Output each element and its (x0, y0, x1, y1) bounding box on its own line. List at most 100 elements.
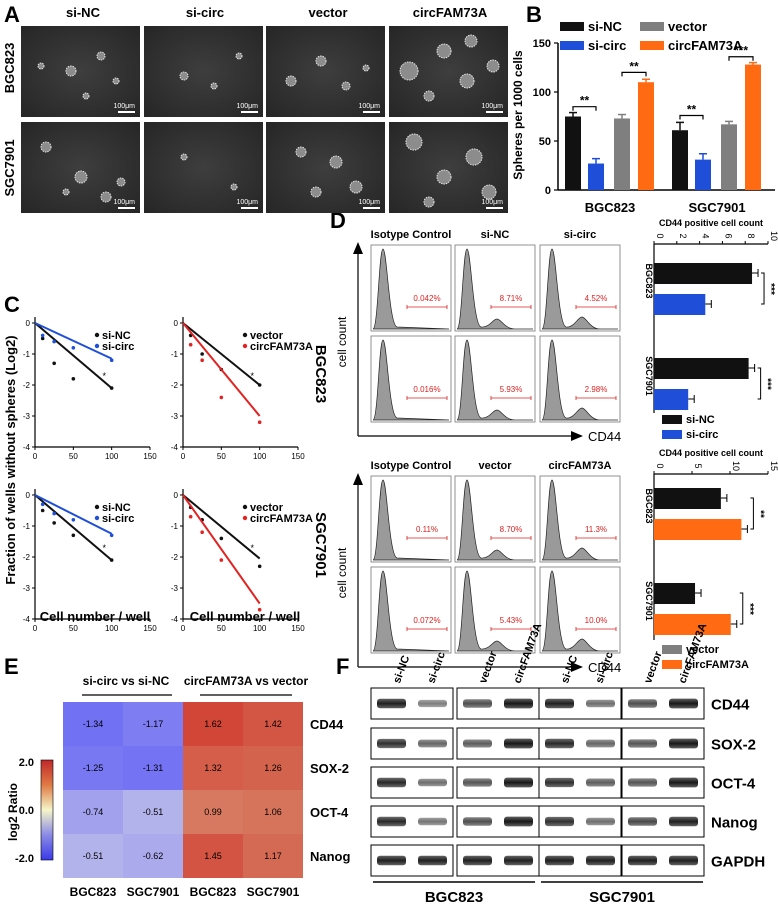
blot-band (586, 817, 615, 826)
b-bar-si-nc-bgc823 (565, 116, 581, 190)
sphere-cluster (230, 183, 238, 191)
blot-band (545, 855, 574, 866)
c-sig-label: * (102, 543, 106, 553)
d-header: circFAM73A (549, 460, 612, 472)
c-legend-label: si-circ (102, 341, 134, 353)
d-bar-tick-label: 2 (678, 233, 688, 238)
sphere-cluster (295, 146, 307, 158)
b-legend-label: vector (668, 19, 707, 34)
c-ytick-label: -3 (171, 412, 179, 421)
c-xtick-label: 150 (143, 624, 157, 633)
c-legend-label: circFAM73A (250, 513, 313, 525)
c-point (219, 558, 224, 562)
c-point (109, 386, 114, 390)
c-ytick-label: -1 (23, 522, 31, 531)
heatmap-value: -0.51 (143, 807, 164, 817)
c-point (200, 358, 204, 363)
d-ylabel: cell count (335, 316, 349, 367)
flow-gate (575, 305, 617, 309)
c-point (71, 377, 76, 381)
heatmap-cell (183, 834, 243, 878)
blot-band (586, 699, 615, 708)
flow-gate-pct: 11.3% (585, 525, 607, 534)
heatmap-col-label: BGC823 (70, 885, 117, 899)
b-bar-vector-sgc7901 (721, 124, 737, 190)
blot-band (377, 816, 406, 827)
d-bar-error (748, 364, 756, 372)
sphere-cluster (65, 65, 77, 77)
c-ytick-label: -1 (171, 522, 179, 531)
heatmap-row-label: CD44 (310, 717, 344, 732)
c-legend-label: si-circ (102, 513, 134, 525)
blot-band (628, 778, 657, 787)
c-point (109, 533, 114, 538)
flow-gate-pct: 5.93% (500, 385, 523, 394)
c-fit-line-circfam73a (182, 494, 261, 605)
heatmap-cell (183, 746, 243, 790)
d-bar-tick-label: 4 (701, 233, 711, 238)
flow-histogram (456, 570, 533, 652)
flow-gate (575, 627, 617, 631)
col-header-vector: vector (308, 5, 347, 20)
panel-label-e: E (4, 654, 19, 679)
c-legend-label: vector (250, 330, 284, 342)
blot-band (418, 855, 447, 866)
d-bar-tick-label: 0 (655, 233, 665, 238)
flow-histogram (456, 339, 533, 421)
c-point (200, 530, 204, 534)
c-ylabel: Fraction of wells without spheres (Log2) (3, 335, 18, 584)
heatmap-value: -1.31 (143, 763, 164, 773)
blot-band (669, 777, 698, 788)
sphere-cluster (40, 141, 52, 153)
sphere-cluster (179, 71, 189, 81)
flow-gate-pct: 8.70% (500, 525, 523, 534)
sphere-cluster (486, 59, 500, 73)
b-sig-label: ** (687, 103, 697, 117)
heatmap-cell (63, 702, 123, 746)
heatmap-value: -0.51 (83, 851, 104, 861)
sphere-cluster (210, 82, 218, 90)
blot-band (669, 816, 698, 827)
d-bar-circfam73a-sgc7901 (654, 614, 731, 635)
d-header: vector (478, 460, 512, 472)
c-fit-line-si-nc (34, 494, 113, 561)
heatmap-value: 1.62 (204, 719, 222, 729)
e-group-sicirc: si-circ vs si-NC (83, 674, 170, 688)
heatmap-cell (243, 790, 303, 834)
c-point (71, 346, 76, 350)
d-bar-category: SGC7901 (644, 581, 654, 621)
d-xlabel: CD44 (588, 429, 621, 444)
d-bar-sig: *** (744, 603, 755, 615)
heatmap-cell (63, 790, 123, 834)
sphere-cluster (436, 43, 452, 59)
c-xtick-label: 0 (33, 452, 38, 461)
heatmap-cell (63, 834, 123, 878)
b-legend-swatch (560, 41, 584, 50)
blot-band (545, 738, 574, 749)
heatmap-value: -1.34 (83, 719, 104, 729)
sphere-cluster (341, 81, 351, 91)
heatmap-cell (243, 702, 303, 746)
c-ytick-label: -3 (23, 584, 31, 593)
flow-gate-pct: 2.98% (585, 385, 608, 394)
c-ytick-label: -3 (23, 412, 31, 421)
d-bar-tick-label: 10 (731, 461, 741, 471)
b-tick-label: 0 (545, 185, 551, 197)
sphere-cluster (423, 196, 435, 208)
flow-gate-pct: 0.042% (413, 294, 440, 303)
d-bar-category: BGC823 (644, 263, 654, 298)
blot-band (418, 699, 447, 708)
c-ytick-label: -4 (23, 615, 31, 624)
d-bar-tick-label: 0 (655, 463, 665, 468)
d-bar-si-circ-bgc823 (654, 294, 706, 315)
b-tick-label: 50 (539, 136, 551, 148)
flow-gate (575, 396, 617, 400)
d-bar-si-nc-bgc823 (654, 263, 753, 284)
blot-band (504, 777, 533, 788)
blot-band (586, 855, 615, 866)
c-point (40, 508, 45, 513)
flow-gate (406, 627, 448, 631)
scale-bar (363, 111, 380, 113)
c-row-bgc823: BGC823 (312, 345, 329, 403)
flow-histogram (541, 479, 618, 561)
